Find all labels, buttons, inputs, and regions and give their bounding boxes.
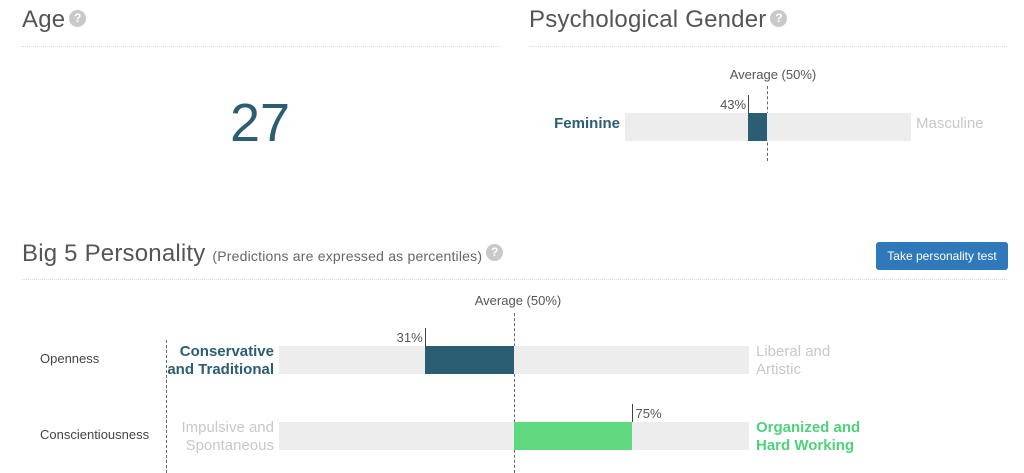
take-personality-test-button[interactable]: Take personality test [876,242,1008,270]
openness-track [279,346,749,374]
conscientiousness-left-pole-line1: Impulsive and [181,419,274,436]
gender-fill-bar [748,113,767,141]
gender-left-pole: Feminine [554,115,620,132]
gender-section-title: Psychological Gender? [529,6,788,34]
gender-percent-label: 43% [720,97,747,112]
conscientiousness-percent-label: 75% [635,406,662,421]
openness-right-pole-line1: Liberal and [756,343,831,360]
trait-name-conscientiousness: Conscientiousness [40,427,150,442]
gender-title: Psychological Gender [529,6,767,33]
big5-average-line [514,313,515,473]
gender-right-pole: Masculine [916,115,984,132]
conscientiousness-right-pole-line2: Hard Working [756,437,855,454]
conscientiousness-left-pole-line2: Spontaneous [185,437,274,454]
conscientiousness-left-pole: Impulsive and Spontaneous [150,419,274,455]
age-title: Age [22,6,66,33]
openness-right-pole-line2: Artistic [756,361,801,378]
gender-divider [529,46,1007,47]
openness-right-pole: Liberal and Artistic [756,343,830,379]
age-help-icon[interactable]: ? [69,10,87,28]
big5-section-title: Big 5 Personality (Predictions are expre… [22,240,504,268]
big5-left-boundary-line [166,340,167,473]
age-section-title: Age? [22,6,87,34]
conscientiousness-right-pole: Organized and Hard Working [756,419,860,455]
big5-average-label: Average (50%) [474,293,562,308]
gender-help-icon[interactable]: ? [770,10,788,28]
openness-fill-bar [424,346,514,374]
big5-help-icon[interactable]: ? [486,244,504,262]
age-divider [22,46,500,47]
conscientiousness-fill-bar [514,422,632,450]
openness-percent-label: 31% [396,330,423,345]
gender-track [625,113,911,141]
age-value: 27 [229,93,291,153]
openness-left-pole: Conservative and Traditional [150,343,274,379]
big5-subtitle: (Predictions are expressed as percentile… [212,248,483,264]
openness-left-pole-line2: and Traditional [167,361,274,378]
gender-average-label: Average (50%) [729,67,817,82]
conscientiousness-right-pole-line1: Organized and [756,419,861,436]
trait-name-openness: Openness [40,351,100,366]
conscientiousness-marker-line [632,404,633,422]
openness-marker-line [425,328,426,346]
openness-left-pole-line1: Conservative [179,343,274,360]
big5-title: Big 5 Personality [22,240,206,267]
big5-divider [22,279,1007,280]
gender-marker-line [748,95,749,113]
